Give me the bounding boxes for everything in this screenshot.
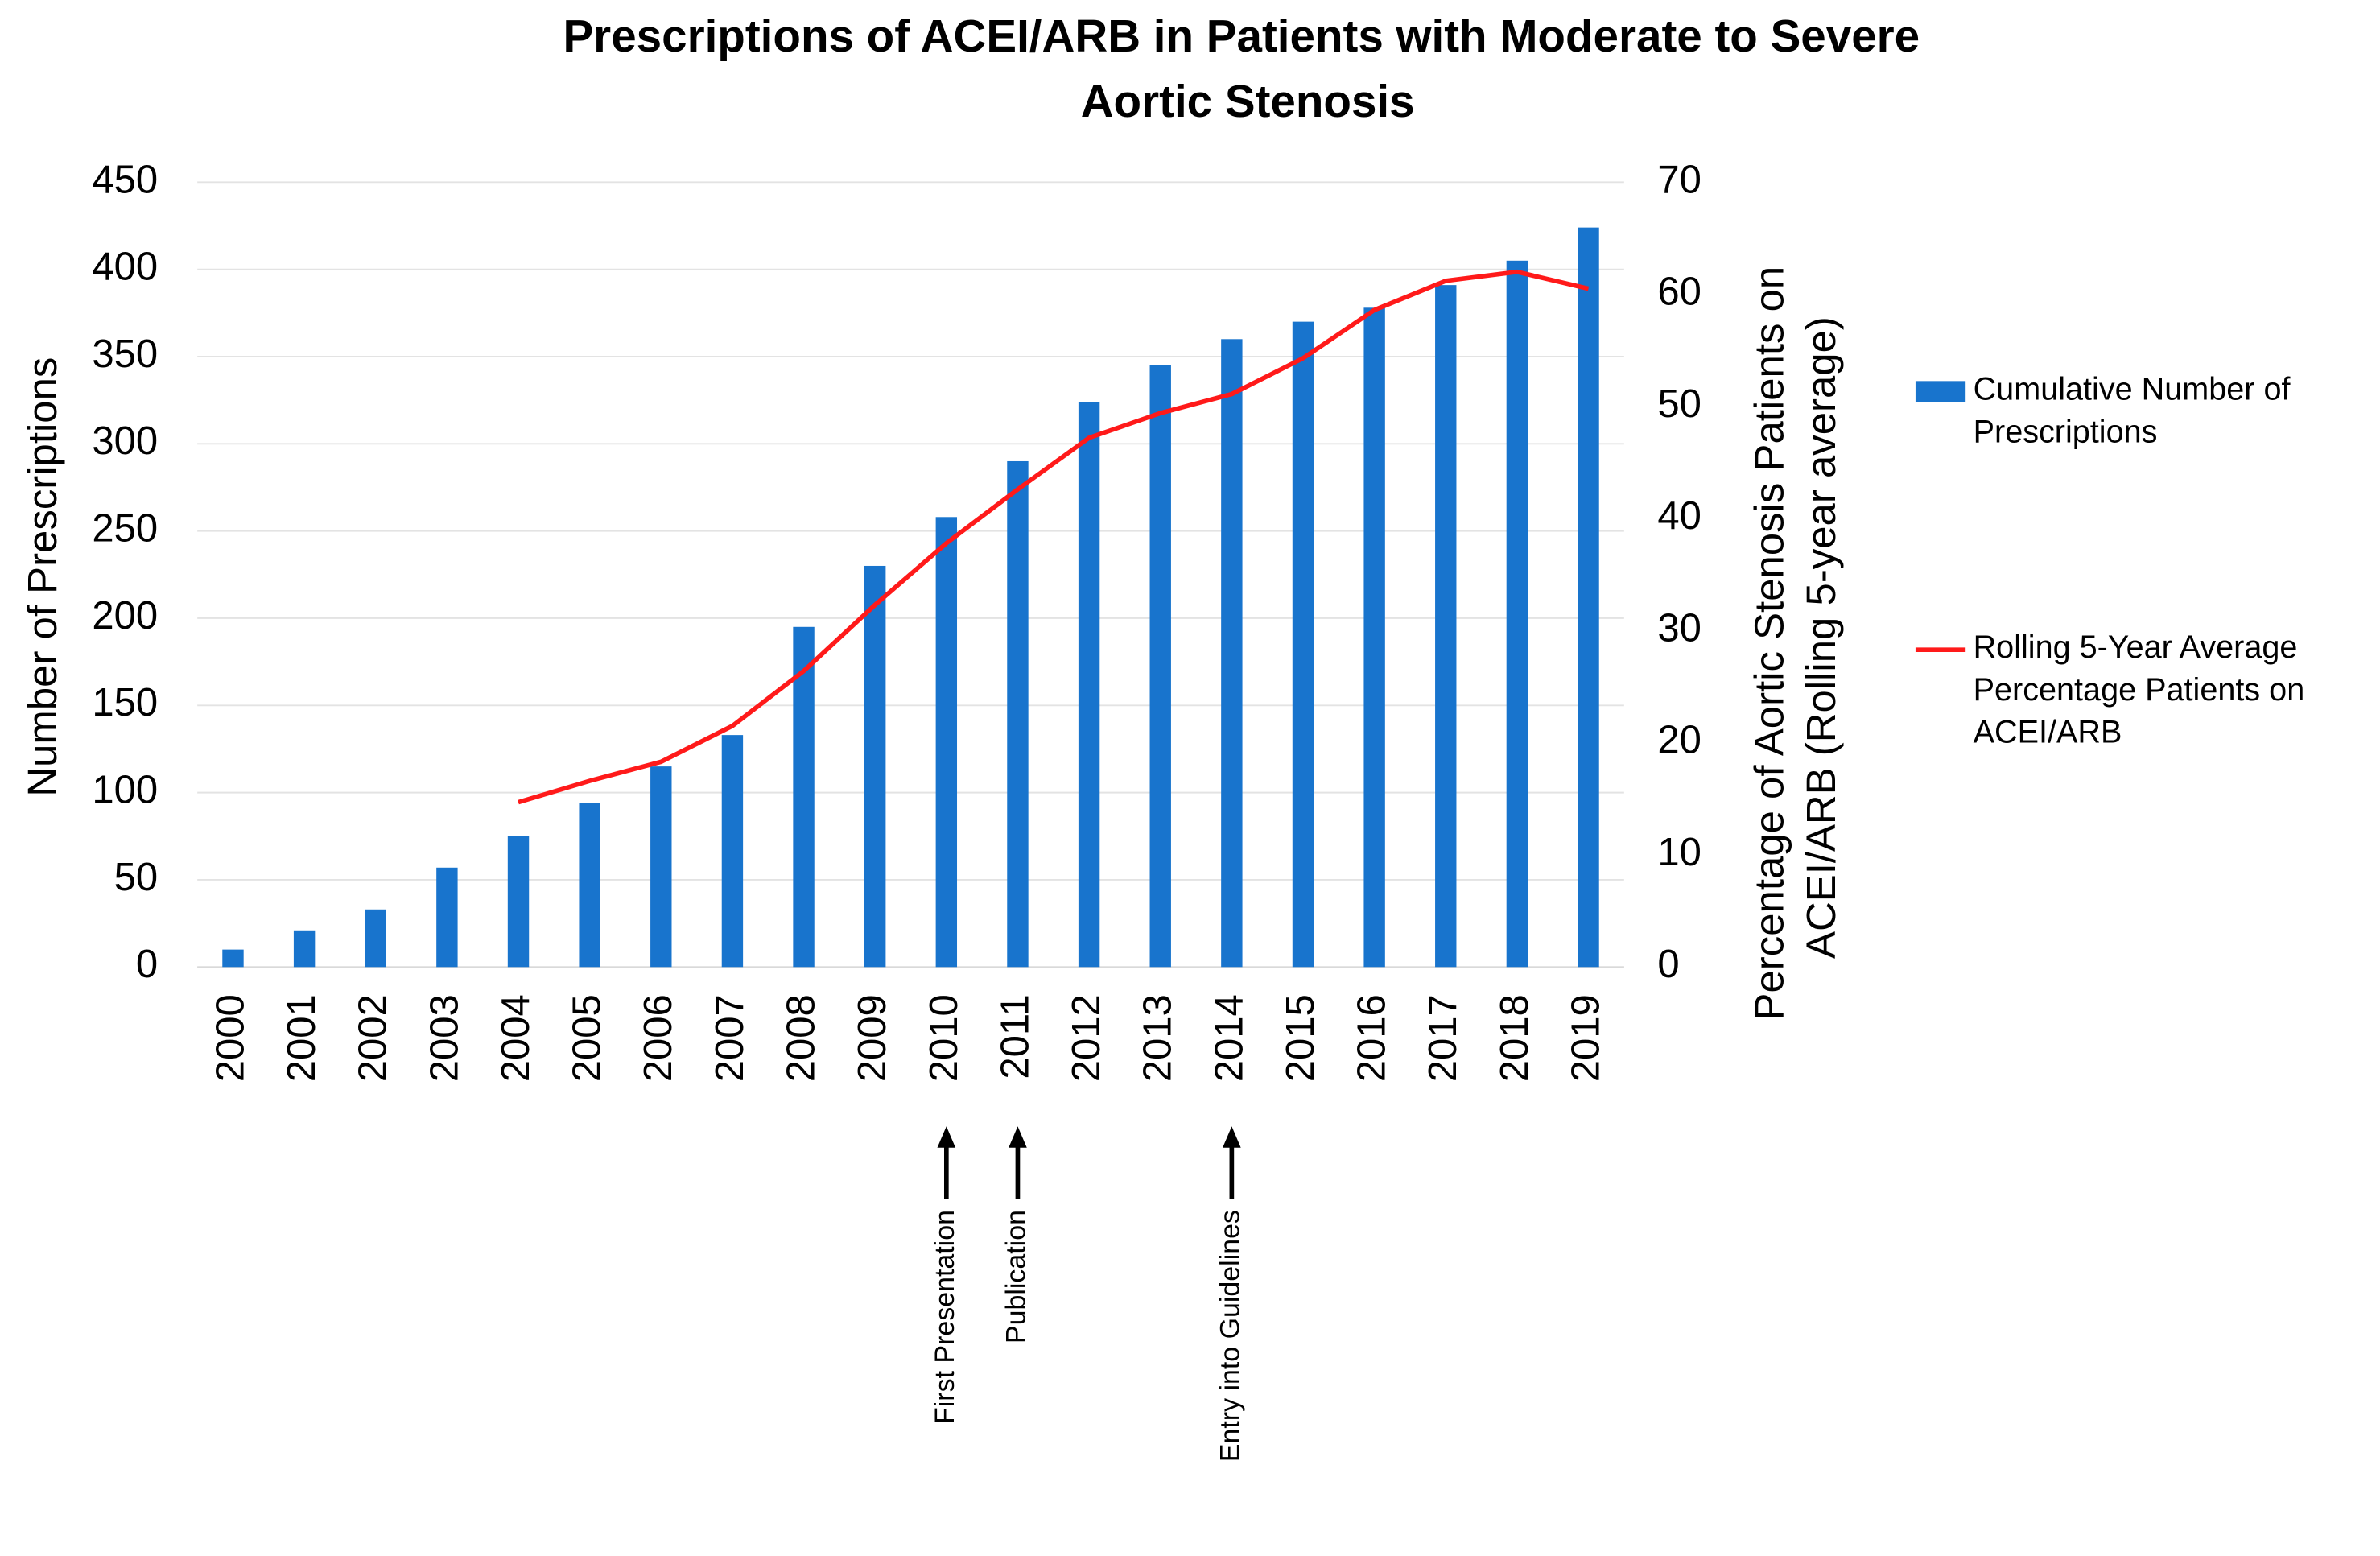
y2-tick-label: 60 — [1657, 270, 1701, 314]
bar — [935, 517, 958, 968]
bar — [293, 930, 316, 968]
y2-tick-label: 40 — [1657, 494, 1701, 538]
bar — [365, 909, 386, 968]
bar — [1578, 227, 1599, 968]
x-tick-label: 2009 — [851, 994, 894, 1082]
bar — [222, 949, 244, 968]
x-tick-label: 2007 — [708, 994, 752, 1082]
bar — [1292, 321, 1314, 968]
y2-tick-label: 30 — [1657, 606, 1701, 650]
bar — [1078, 402, 1100, 968]
x-tick-label: 2012 — [1065, 994, 1108, 1082]
x-tick-label: 2001 — [280, 994, 324, 1082]
bar — [721, 735, 744, 968]
annotation-label: Entry into Guidelines — [1215, 1210, 1245, 1462]
y-tick-label: 0 — [136, 943, 158, 986]
bar — [1221, 339, 1243, 968]
y2-tick-label: 0 — [1657, 943, 1679, 986]
y-tick-label: 50 — [114, 856, 159, 899]
bar — [436, 867, 458, 968]
y-tick-label: 150 — [92, 681, 158, 724]
annotation-label: First Presentation — [930, 1210, 960, 1424]
bar — [793, 626, 815, 968]
bar — [507, 836, 530, 968]
y2-axis-title: Percentage of Aortic Stenosis Patients o… — [1747, 255, 1844, 1021]
x-tick-label: 2006 — [637, 994, 680, 1082]
y2-tick-label: 20 — [1657, 719, 1701, 762]
bar — [1149, 365, 1171, 968]
y-axis-title: Number of Prescriptions — [19, 357, 65, 797]
x-tick-label: 2002 — [352, 994, 395, 1082]
annotation-arrowhead — [1009, 1126, 1027, 1148]
x-tick-label: 2010 — [922, 994, 966, 1082]
x-tick-label: 2016 — [1351, 994, 1394, 1082]
y-tick-label: 100 — [92, 769, 158, 812]
x-tick-label: 2003 — [423, 994, 466, 1082]
x-tick-label: 2017 — [1421, 994, 1465, 1082]
x-tick-label: 2015 — [1279, 994, 1322, 1082]
x-tick-label: 2011 — [993, 994, 1037, 1079]
annotation-arrowhead — [937, 1126, 956, 1148]
x-tick-label: 2004 — [494, 994, 538, 1082]
y-tick-label: 200 — [92, 594, 158, 638]
legend-swatch — [1915, 381, 1966, 402]
x-tick-label: 2005 — [566, 994, 609, 1082]
x-tick-label: 2018 — [1493, 994, 1536, 1082]
bar — [864, 565, 886, 968]
y2-tick-label: 50 — [1657, 382, 1701, 426]
x-tick-label: 2014 — [1207, 994, 1251, 1082]
x-tick-label: 2000 — [208, 994, 252, 1082]
y2-tick-label: 70 — [1657, 158, 1701, 201]
legend-label: Rolling 5-Year Average Percentage Patien… — [1974, 630, 2314, 751]
x-tick-label: 2013 — [1136, 994, 1180, 1082]
chart-title: Prescriptions of ACEI/ARB in Patients wi… — [563, 10, 1932, 126]
bar — [1363, 307, 1385, 968]
y2-tick-label: 10 — [1657, 831, 1701, 874]
annotation-label: Publication — [1000, 1210, 1031, 1343]
y-tick-label: 250 — [92, 507, 158, 551]
x-tick-label: 2008 — [780, 994, 823, 1082]
y-tick-label: 450 — [92, 158, 158, 201]
bar — [579, 803, 600, 968]
y-tick-label: 350 — [92, 332, 158, 376]
legend-label: Cumulative Number of Prescriptions — [1974, 372, 2300, 450]
bar — [1435, 285, 1457, 968]
y-tick-label: 400 — [92, 246, 158, 289]
line — [518, 269, 1590, 805]
bar — [1506, 260, 1528, 968]
annotation-arrowhead — [1223, 1126, 1241, 1148]
y-tick-label: 300 — [92, 419, 158, 463]
x-tick-label: 2019 — [1564, 994, 1607, 1082]
bar — [650, 766, 672, 968]
bar — [1007, 460, 1029, 968]
